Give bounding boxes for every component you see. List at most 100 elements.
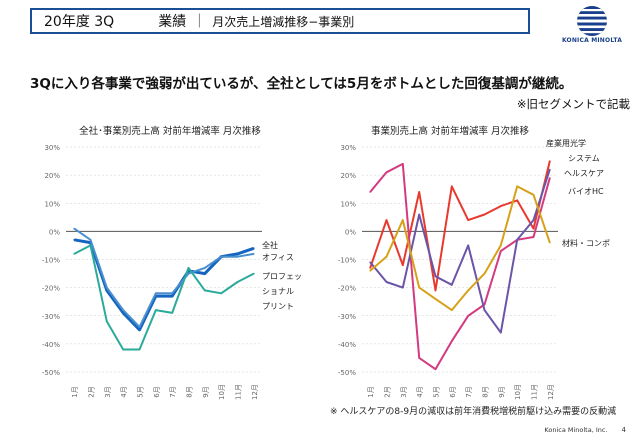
data-point	[418, 191, 420, 193]
data-point	[500, 250, 502, 252]
data-point	[451, 340, 453, 342]
x-tick-label: 10月	[218, 384, 226, 400]
data-point	[500, 331, 502, 334]
data-point	[369, 267, 371, 269]
x-tick-label: 5月	[433, 386, 441, 397]
x-tick-label: 2月	[384, 386, 392, 397]
data-point	[516, 239, 518, 241]
y-tick-label: 10%	[44, 200, 60, 208]
data-point	[532, 219, 535, 221]
x-tick-label: 9月	[202, 386, 210, 397]
data-point	[549, 168, 551, 171]
data-point	[516, 199, 518, 202]
data-point	[138, 329, 141, 331]
data-point	[467, 289, 469, 292]
chart-by-business: 事業別売上高 対前年増減率 月次推移 30% 20% 10% 0% -10% -20% -30…	[338, 125, 610, 400]
data-point	[106, 289, 108, 292]
y-tick-label: -30%	[42, 313, 60, 321]
data-point	[204, 272, 206, 275]
data-point	[500, 244, 502, 247]
data-point	[451, 185, 453, 188]
data-point	[418, 286, 420, 289]
footnote: ※ ヘルスケアの8-9月の減収は前年消費税増税前駆け込み需要の反動減	[330, 407, 617, 417]
series-line-1	[73, 227, 254, 328]
data-point	[220, 255, 222, 258]
series-line-2	[73, 244, 255, 351]
data-point	[73, 253, 75, 255]
x-tick-label: 12月	[547, 384, 555, 400]
y-tick-label: -40%	[338, 341, 356, 349]
x-tick-label: 1月	[367, 386, 375, 397]
x-tick-label: 12月	[251, 384, 259, 400]
data-point	[106, 286, 108, 289]
data-point	[532, 227, 535, 230]
data-point	[204, 267, 206, 269]
data-point	[385, 219, 388, 221]
data-point	[483, 309, 486, 311]
chart-total-by-business: 全社･事業別売上高 対前年増減率 月次推移 30% 20% 10% 0% -10% -20%…	[42, 125, 302, 400]
x-tick-label: 6月	[153, 386, 161, 397]
konica-minolta-logo: KONICA MINOLTA	[552, 4, 632, 48]
data-point	[236, 255, 239, 258]
company-name: Konica Minolta, Inc.	[544, 426, 608, 434]
data-point	[549, 241, 551, 244]
series-label: 材料・コンポ	[562, 238, 610, 248]
chart-title: 事業別売上高 対前年増減率 月次推移	[371, 125, 530, 137]
globe-logo-icon	[577, 6, 607, 36]
data-point	[253, 247, 255, 250]
x-tick-label: 7月	[465, 386, 473, 397]
series-line-0	[369, 160, 551, 292]
headline: 3Qに入り各事業で強弱が出ているが、全社としては5月をボトムとした回復基調が継続…	[30, 76, 573, 92]
data-point	[73, 227, 75, 230]
title-separator: ｜	[192, 14, 207, 30]
header: 20年度 3Q 業績 ｜ 月次売上増減推移−事業別 KONICA MINOLTA	[0, 0, 640, 52]
y-tick-label: 10%	[340, 200, 356, 208]
chart-title: 全社･事業別売上高 対前年増減率 月次推移	[79, 125, 261, 137]
x-tick-label: 8月	[186, 386, 194, 397]
y-tick-label: -10%	[338, 257, 356, 265]
data-point	[138, 326, 141, 328]
data-point	[385, 281, 388, 283]
x-tick-label: 4月	[120, 386, 128, 397]
series-label: 産業用光学	[546, 138, 586, 148]
data-point	[73, 239, 75, 241]
data-point	[402, 219, 404, 221]
data-point	[467, 244, 469, 247]
data-point	[418, 357, 420, 359]
data-point	[434, 368, 437, 370]
y-tick-label: -20%	[338, 285, 356, 293]
data-point	[138, 348, 141, 351]
series-line-0	[73, 238, 255, 332]
data-point	[236, 253, 239, 255]
data-point	[402, 264, 404, 266]
data-point	[369, 191, 371, 193]
y-tick-label: 20%	[340, 172, 356, 180]
y-tick-label: -20%	[42, 285, 60, 293]
data-point	[89, 239, 92, 241]
x-tick-label: 2月	[88, 386, 96, 397]
series-label: プリント	[262, 302, 294, 311]
data-point	[434, 298, 437, 300]
data-point	[253, 253, 255, 255]
y-tick-label: -40%	[42, 341, 60, 349]
y-tick-label: 0%	[49, 228, 60, 236]
data-point	[385, 171, 388, 174]
series-label: ヘルスケア	[564, 169, 604, 178]
data-point	[204, 289, 206, 292]
data-point	[516, 185, 518, 188]
x-tick-label: 1月	[71, 386, 79, 397]
data-point	[122, 312, 124, 314]
series-label: プロフェッ	[262, 272, 302, 281]
x-tick-label: 9月	[498, 386, 506, 397]
y-tick-label: 30%	[340, 144, 356, 152]
y-tick-label: -50%	[338, 369, 356, 377]
data-point	[549, 177, 551, 179]
x-tick-label: 3月	[400, 386, 408, 397]
segment-note: ※旧セグメントで記載	[516, 97, 630, 111]
title-box: 20年度 3Q 業績 ｜ 月次売上増減推移−事業別	[30, 8, 530, 34]
data-point	[500, 205, 502, 207]
series-line-3	[369, 185, 551, 312]
data-point	[385, 255, 388, 258]
data-point	[402, 163, 404, 165]
series-label: システム	[568, 154, 600, 163]
